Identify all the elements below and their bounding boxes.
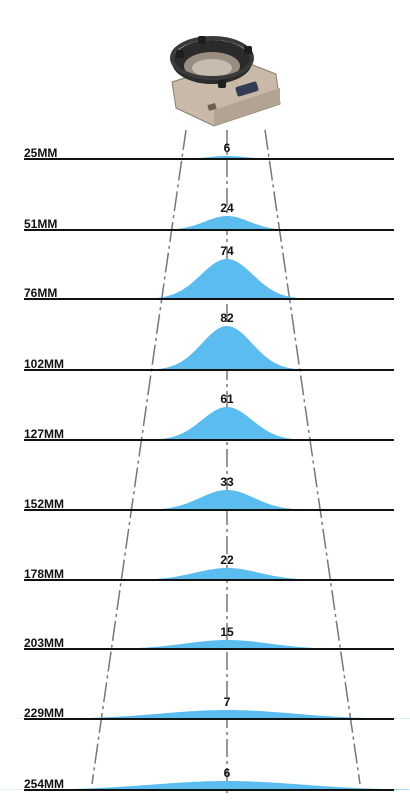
distance-row: 51MM 24 bbox=[24, 201, 394, 231]
distance-label: 178MM bbox=[24, 567, 64, 581]
intensity-curve bbox=[124, 568, 330, 580]
distance-row: 229MM 7 bbox=[15, 695, 410, 720]
beam-left-edge bbox=[91, 129, 187, 785]
intensity-curve bbox=[147, 326, 307, 370]
intensity-curve bbox=[92, 640, 362, 649]
distance-row: 203MM 15 bbox=[24, 625, 394, 650]
ring-light-device-icon bbox=[170, 36, 281, 127]
intensity-value-label: 6 bbox=[224, 766, 231, 780]
distance-label: 25MM bbox=[24, 146, 57, 160]
distance-label: 203MM bbox=[24, 636, 64, 650]
intensity-curve bbox=[140, 490, 314, 510]
distance-row: 102MM 82 bbox=[24, 311, 394, 371]
intensity-value-label: 61 bbox=[220, 392, 234, 406]
beam-right-edge bbox=[264, 129, 361, 785]
distance-label: 229MM bbox=[24, 706, 64, 720]
distance-label: 127MM bbox=[24, 427, 64, 441]
intensity-value-label: 7 bbox=[224, 695, 231, 709]
intensity-curve bbox=[143, 259, 311, 299]
intensity-curve bbox=[15, 710, 410, 719]
distance-row: 178MM 22 bbox=[24, 553, 394, 581]
intensity-value-label: 82 bbox=[220, 311, 234, 325]
intensity-value-label: 22 bbox=[220, 553, 234, 567]
intensity-curve bbox=[147, 407, 307, 440]
intensity-value-label: 6 bbox=[224, 141, 231, 155]
intensity-value-label: 24 bbox=[220, 201, 234, 215]
intensity-curve bbox=[156, 216, 298, 230]
intensity-value-label: 33 bbox=[220, 475, 234, 489]
intensity-curve bbox=[0, 781, 410, 790]
distance-row: 76MM 74 bbox=[24, 244, 394, 300]
distance-label: 51MM bbox=[24, 217, 57, 231]
distance-row: 25MM 6 bbox=[24, 141, 394, 160]
intensity-value-label: 74 bbox=[220, 244, 234, 258]
distance-label: 76MM bbox=[24, 286, 57, 300]
distance-label: 254MM bbox=[24, 777, 64, 791]
distance-row: 127MM 61 bbox=[24, 392, 394, 441]
intensity-value-label: 15 bbox=[220, 625, 234, 639]
distance-label: 152MM bbox=[24, 497, 64, 511]
distance-row: 254MM 6 bbox=[0, 766, 410, 791]
distance-row: 152MM 33 bbox=[24, 475, 394, 511]
distance-label: 102MM bbox=[24, 357, 64, 371]
